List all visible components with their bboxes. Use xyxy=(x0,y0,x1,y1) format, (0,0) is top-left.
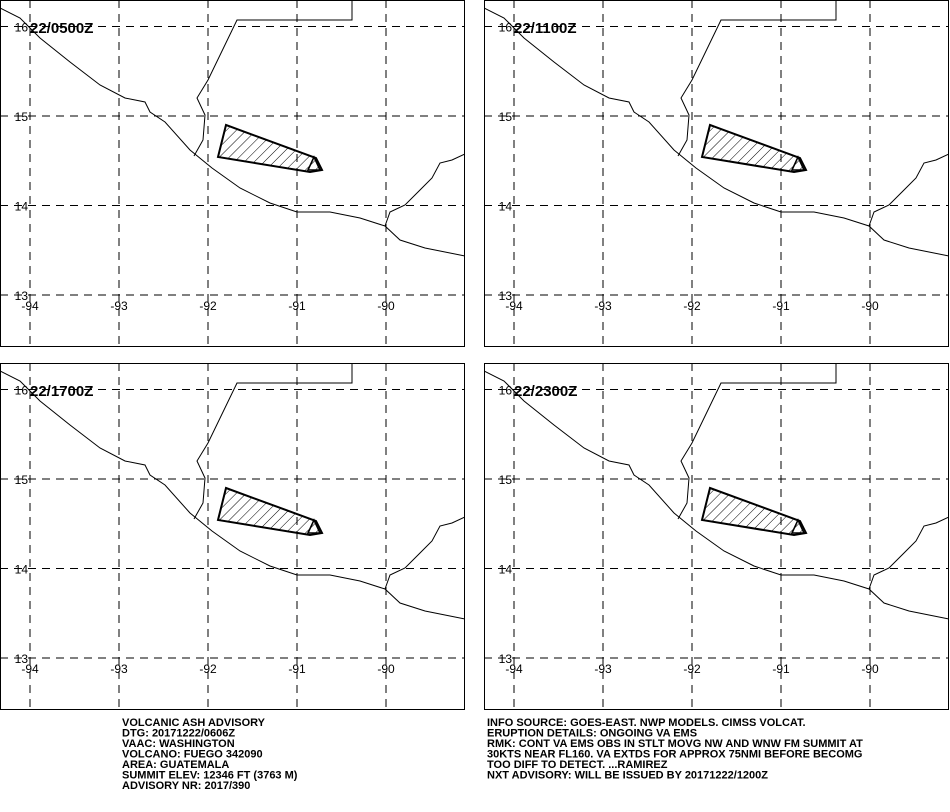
geography xyxy=(484,363,949,620)
lon-label: -90 xyxy=(377,662,395,676)
advisory-line: 30KTS NEAR FL160. VA EXTDS FOR APPROX 75… xyxy=(487,749,863,761)
lon-label: -93 xyxy=(594,299,612,313)
map-panel: 16 15 14 13-94 -93 -92 -91 -90 22/2300Z xyxy=(484,363,949,710)
lat-label: 15 xyxy=(499,110,513,124)
lon-label: -90 xyxy=(377,299,395,313)
lon-label: -90 xyxy=(861,662,879,676)
lon-label: -94 xyxy=(505,299,523,313)
advisory-line: VOLCANIC ASH ADVISORY xyxy=(122,717,266,729)
advisory-line: SUMMIT ELEV: 12346 FT (3763 M) xyxy=(122,770,298,782)
map-panel: 16 15 14 13-94 -93 -92 -91 -90 22/0500Z xyxy=(0,0,465,347)
lat-label: 14 xyxy=(499,200,513,214)
lon-label: -94 xyxy=(21,299,39,313)
advisory-line: RMK: CONT VA EMS OBS IN STLT MOVG NW AND… xyxy=(487,738,863,750)
lon-label: -92 xyxy=(199,662,217,676)
advisory-line: NXT ADVISORY: WILL BE ISSUED BY 20171222… xyxy=(487,770,768,782)
advisory-line: ERUPTION DETAILS: ONGOING VA EMS xyxy=(487,728,697,740)
lat-label: 14 xyxy=(15,200,29,214)
lon-label: -91 xyxy=(288,299,306,313)
time-label: 22/1700Z xyxy=(30,383,93,400)
lon-label: -93 xyxy=(110,662,128,676)
lat-label: 15 xyxy=(15,110,29,124)
advisory-line: ADVISORY NR: 2017/390 xyxy=(122,780,250,792)
map-content xyxy=(484,0,949,347)
map-content xyxy=(0,0,465,347)
map-content xyxy=(484,363,949,710)
advisory-line: DTG: 20171222/0606Z xyxy=(122,728,235,740)
time-label: 22/2300Z xyxy=(514,383,577,400)
advisory-line: VAAC: WASHINGTON xyxy=(122,738,235,750)
lon-label: -91 xyxy=(772,662,790,676)
lon-label: -93 xyxy=(594,662,612,676)
advisory-line: VOLCANO: FUEGO 342090 xyxy=(122,749,263,761)
lat-label: 16 xyxy=(15,384,29,398)
lat-label: 16 xyxy=(15,21,29,35)
lat-label: 14 xyxy=(15,563,29,577)
lat-label: 16 xyxy=(499,384,513,398)
lat-label: 13 xyxy=(15,289,29,303)
lat-label: 15 xyxy=(499,473,513,487)
lon-label: -94 xyxy=(505,662,523,676)
panel-border xyxy=(484,363,949,710)
panel-border xyxy=(0,0,465,347)
lon-label: -92 xyxy=(199,299,217,313)
panel-border xyxy=(484,0,949,347)
map-content xyxy=(0,363,465,710)
map-panel: 16 15 14 13-94 -93 -92 -91 -90 22/1100Z xyxy=(484,0,949,347)
advisory-line: TOO DIFF TO DETECT. ...RAMIREZ xyxy=(487,759,668,771)
time-label: 22/1100Z xyxy=(514,20,577,37)
lon-label: -94 xyxy=(21,662,39,676)
geography xyxy=(0,0,465,257)
map-panel: 16 15 14 13-94 -93 -92 -91 -90 22/1700Z xyxy=(0,363,465,710)
advisory-line: AREA: GUATEMALA xyxy=(122,759,229,771)
lat-label: 16 xyxy=(499,21,513,35)
lon-label: -90 xyxy=(861,299,879,313)
lat-label: 13 xyxy=(15,652,29,666)
lat-label: 15 xyxy=(15,473,29,487)
lon-label: -93 xyxy=(110,299,128,313)
geography xyxy=(484,0,949,257)
lat-label: 13 xyxy=(499,289,513,303)
lon-label: -92 xyxy=(683,299,701,313)
lon-label: -92 xyxy=(683,662,701,676)
time-label: 22/0500Z xyxy=(30,20,93,37)
advisory-line: INFO SOURCE: GOES-EAST. NWP MODELS. CIMS… xyxy=(487,717,806,729)
panel-border xyxy=(0,363,465,710)
lon-label: -91 xyxy=(288,662,306,676)
geography xyxy=(0,363,465,620)
lat-label: 14 xyxy=(499,563,513,577)
lat-label: 13 xyxy=(499,652,513,666)
lon-label: -91 xyxy=(772,299,790,313)
